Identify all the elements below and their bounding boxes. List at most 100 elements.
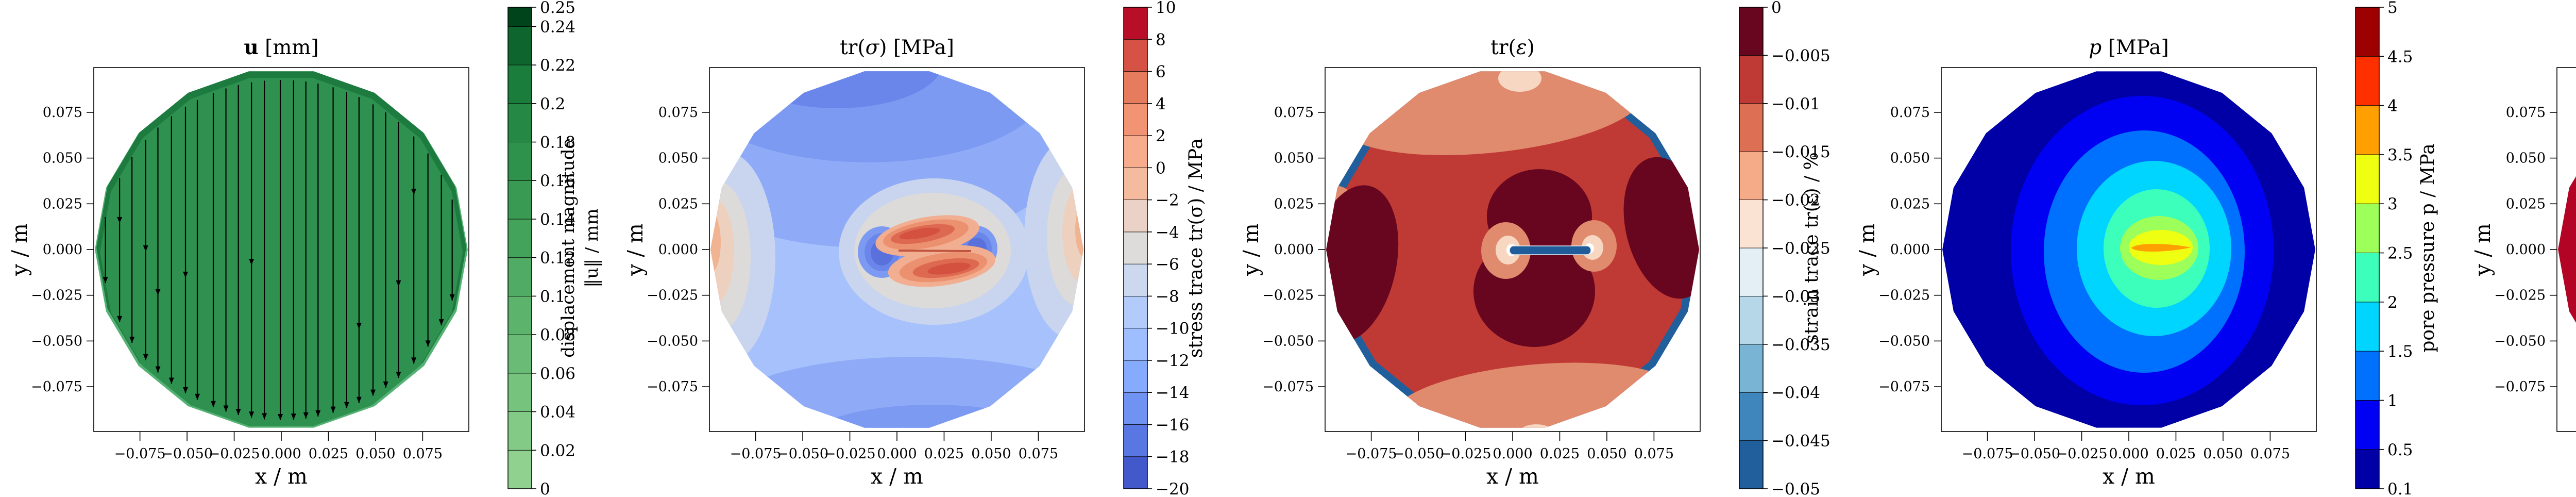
top-pale-notch bbox=[1498, 71, 1541, 92]
quiver-arrowhead bbox=[223, 405, 229, 412]
colorbar-tick-label: 0.25 bbox=[540, 0, 575, 17]
colorbar-band bbox=[2355, 449, 2380, 489]
colorbar-band bbox=[507, 450, 532, 489]
colorbar-band bbox=[1739, 344, 1764, 393]
colorbar-tick-label: −2 bbox=[1156, 191, 1179, 210]
colorbar-band bbox=[507, 64, 532, 104]
quiver-arrowhead bbox=[303, 412, 309, 419]
colorbar-tick-label: 0.1 bbox=[540, 287, 565, 306]
panel-canvas-displacement: u [mm]−0.075−0.050−0.025 0.000 0.025 0.050 0… bbox=[7, 0, 602, 497]
quiver-field bbox=[103, 80, 455, 420]
quiver-arrowhead bbox=[278, 413, 283, 420]
colorbar-tick-label: 0.02 bbox=[540, 441, 575, 460]
quiver-arrowhead bbox=[249, 411, 255, 418]
colorbar: 0.250.24 0.22 0.2 0.18 0.16 0.14 0.12 0.1 0.08 0.… bbox=[507, 0, 602, 497]
panel-title-part: tr( bbox=[1490, 36, 1516, 59]
colorbar-tick-label: −0.04 bbox=[1771, 384, 1820, 402]
y-tick-label: 0.025 bbox=[1274, 196, 1314, 212]
colorbar-tick-label: 0.5 bbox=[2387, 441, 2413, 459]
colorbar-tick-label: 8 bbox=[1156, 30, 1166, 49]
y-tick-label: 0.050 bbox=[43, 151, 82, 167]
x-tick-label: −0.050 bbox=[777, 446, 828, 462]
panel-title-part: [MPa] bbox=[2102, 36, 2169, 59]
x-tick-label: 0.075 bbox=[1634, 446, 1674, 462]
colorbar-tick-label: −6 bbox=[1156, 255, 1179, 274]
y-tick-label: 0.050 bbox=[1890, 151, 1930, 167]
panel-title: tr(ε) bbox=[1490, 36, 1535, 59]
x-tick-label: −0.025 bbox=[1440, 446, 1492, 462]
colorbar-band bbox=[1739, 200, 1764, 248]
y-tick-label: 0.075 bbox=[43, 105, 82, 121]
y-tick-label: 0.000 bbox=[658, 242, 698, 258]
panel-stress-trace: tr(σ) [MPa] −0.075 −0.050 −0.025 0.000 0.025 0… bbox=[616, 0, 1232, 497]
y-tick-label: −0.025 bbox=[1878, 288, 1930, 304]
colorbar: 0 −0.005 −0.01 −0.015 −0.02 −0.025 −0.03 −0.035… bbox=[1739, 0, 1831, 497]
x-axis-label: x / m bbox=[255, 464, 308, 489]
quiver-arrowhead bbox=[129, 337, 135, 343]
y-tick-label: 0.025 bbox=[1890, 196, 1930, 212]
x-tick-label: 0.025 bbox=[309, 446, 348, 462]
colorbar-tick-label: 2 bbox=[1156, 127, 1166, 145]
colorbar-tick-label: −0.01 bbox=[1771, 95, 1820, 113]
quiver-arrowhead bbox=[449, 294, 455, 301]
colorbar-tick-label: 6 bbox=[1156, 63, 1166, 81]
quiver-arrowhead bbox=[315, 410, 321, 417]
x-tick-label: −0.075 bbox=[114, 446, 166, 462]
colorbar-tick-label: −0.045 bbox=[1771, 432, 1831, 451]
colorbar-tick-label: −0.015 bbox=[1771, 143, 1831, 161]
colorbar-band bbox=[1739, 103, 1764, 152]
colorbar-band bbox=[1739, 296, 1764, 345]
y-tick-label: 0.000 bbox=[43, 242, 82, 258]
y-tick-label: 0.025 bbox=[658, 196, 698, 212]
quiver-arrowhead bbox=[143, 354, 148, 360]
colorbar-label: ‖u‖ / mm bbox=[582, 208, 602, 287]
quiver-arrowhead bbox=[235, 409, 241, 416]
quiver-arrowhead bbox=[262, 413, 267, 420]
colorbar-band bbox=[1739, 151, 1764, 201]
quiver-arrowhead bbox=[183, 387, 189, 393]
panel-title-part: p bbox=[2089, 36, 2102, 59]
x-tick-label: −0.025 bbox=[2056, 446, 2108, 462]
colorbar-tick-label: 0 bbox=[540, 480, 550, 497]
colorbar-tick-label: 3.5 bbox=[2387, 146, 2413, 164]
colorbar-tick-label: −20 bbox=[1156, 480, 1189, 497]
colorbar-band bbox=[507, 180, 532, 220]
quiver-arrowhead bbox=[396, 280, 401, 287]
bottom-shade-core bbox=[806, 405, 1059, 428]
colorbar-band bbox=[507, 26, 532, 65]
colorbar-band bbox=[2355, 56, 2380, 106]
y-axis-label: y / m bbox=[7, 223, 32, 276]
y-tick-label: 0.025 bbox=[43, 196, 82, 212]
colorbar-tick-label: 0.04 bbox=[540, 403, 575, 422]
colorbar-tick-label: −4 bbox=[1156, 223, 1179, 242]
disk bbox=[2558, 71, 2576, 428]
x-tick-label: 0.050 bbox=[1587, 446, 1626, 462]
colorbar-band bbox=[2355, 154, 2380, 204]
y-tick-label: 0.075 bbox=[1890, 105, 1930, 121]
panel-strain-trace: tr(ε) −0.075 −0.050 −0.025 0.000 0.025 0.050 0.… bbox=[1231, 0, 1848, 497]
colorbar-band bbox=[1123, 231, 1148, 264]
x-tick-label: 0.000 bbox=[877, 446, 917, 462]
quiver-arrowhead bbox=[411, 189, 417, 195]
x-tick-label: −0.050 bbox=[161, 446, 213, 462]
colorbar-tick-label: 5 bbox=[2387, 0, 2398, 17]
y-tick-label: 0.000 bbox=[1274, 242, 1314, 258]
y-tick-label: −0.050 bbox=[1262, 333, 1314, 349]
colorbar-tick-label: 0 bbox=[1771, 0, 1782, 17]
colorbar-band bbox=[1123, 39, 1148, 72]
colorbar-band bbox=[1739, 247, 1764, 296]
panel-displacement: u [mm] −0.075 −0.050 −0.025 0.000 0.025 0.050 0… bbox=[0, 0, 616, 497]
y-tick-label: −0.050 bbox=[1878, 333, 1930, 349]
panel-title-part: σ bbox=[866, 36, 880, 59]
colorbar-band bbox=[1123, 135, 1148, 168]
x-tick-label: 0.075 bbox=[403, 446, 443, 462]
panel-canvas-stress-trace: tr(σ) [MPa]−0.075−0.050−0.025 0.000 0.025 0… bbox=[623, 0, 1207, 497]
quiver-arrowhead bbox=[425, 340, 431, 347]
quiver-arrowhead bbox=[155, 366, 161, 373]
y-tick-label: −0.075 bbox=[647, 379, 698, 395]
y-tick-label: −0.050 bbox=[31, 333, 82, 349]
colorbar-band bbox=[507, 373, 532, 412]
colorbar-tick-label: 0.08 bbox=[540, 326, 575, 344]
colorbar-band bbox=[2355, 7, 2380, 57]
